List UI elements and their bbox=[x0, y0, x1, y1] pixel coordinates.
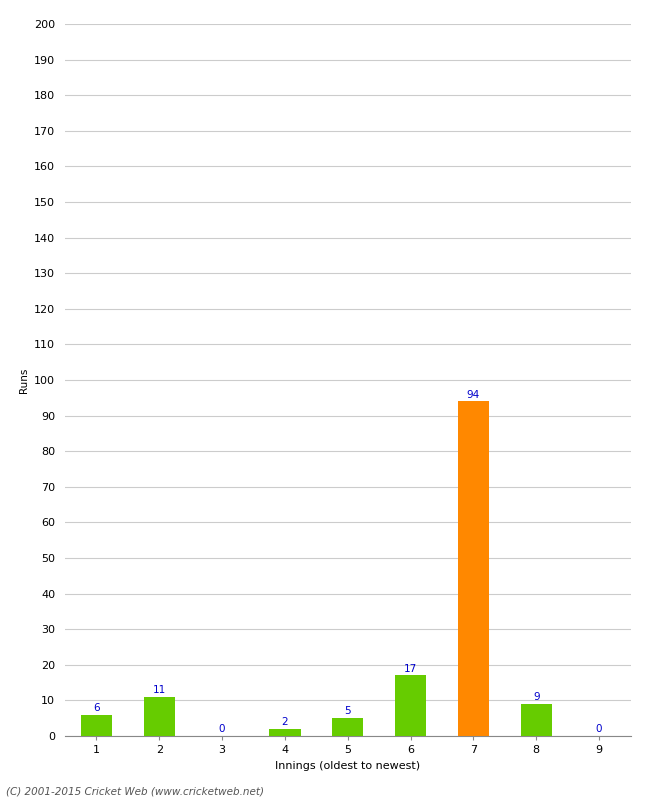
Text: 9: 9 bbox=[533, 692, 540, 702]
Bar bbox=[458, 402, 489, 736]
Bar bbox=[81, 714, 112, 736]
Text: 0: 0 bbox=[219, 724, 226, 734]
Text: 17: 17 bbox=[404, 664, 417, 674]
Text: 0: 0 bbox=[596, 724, 603, 734]
Text: 11: 11 bbox=[153, 685, 166, 695]
Bar bbox=[395, 675, 426, 736]
Text: 5: 5 bbox=[344, 706, 351, 717]
Bar bbox=[521, 704, 552, 736]
Text: 2: 2 bbox=[281, 717, 288, 727]
X-axis label: Innings (oldest to newest): Innings (oldest to newest) bbox=[275, 761, 421, 770]
Text: 94: 94 bbox=[467, 390, 480, 399]
Text: (C) 2001-2015 Cricket Web (www.cricketweb.net): (C) 2001-2015 Cricket Web (www.cricketwe… bbox=[6, 786, 265, 796]
Text: 6: 6 bbox=[93, 703, 99, 713]
Bar bbox=[269, 729, 300, 736]
Y-axis label: Runs: Runs bbox=[19, 367, 29, 393]
Bar bbox=[144, 697, 175, 736]
Bar bbox=[332, 718, 363, 736]
